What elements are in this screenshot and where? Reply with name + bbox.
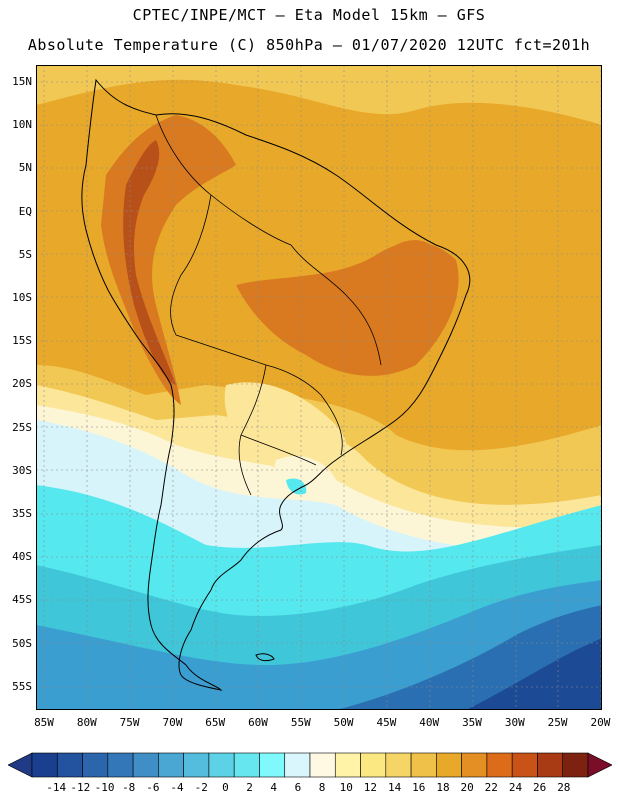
lat-label: 50S xyxy=(12,636,32,650)
field-pale-plata xyxy=(224,382,347,485)
country-borders xyxy=(155,114,382,496)
field-hottest-andes xyxy=(123,140,176,385)
colorbar-swatch xyxy=(309,752,336,778)
colorbar-tick-label: 16 xyxy=(412,781,426,794)
colorbar-over-arrow xyxy=(587,752,612,778)
graticule xyxy=(36,65,602,710)
colorbar-swatch xyxy=(284,752,311,778)
colorbar-tick-label: 10 xyxy=(339,781,353,794)
colorbar-swatch xyxy=(259,752,286,778)
colorbar-tick-label: -4 xyxy=(170,781,184,794)
lon-label: 45W xyxy=(376,716,397,729)
lat-label: 30S xyxy=(12,463,32,477)
lat-label: 5N xyxy=(18,161,32,175)
colorbar-tick-label: -10 xyxy=(94,781,115,794)
chart-title-line1: CPTEC/INPE/MCT – Eta Model 15km – GFS xyxy=(132,6,486,24)
falklands xyxy=(255,653,275,662)
colorbar-tick-label: 4 xyxy=(270,781,278,794)
colorbar-tick-label: 6 xyxy=(294,781,302,794)
lat-label: 15N xyxy=(12,75,32,88)
colorbar-tick-label: 18 xyxy=(436,781,450,794)
coastline-south-america xyxy=(81,78,471,691)
colorbar-tick-label: -8 xyxy=(122,781,136,794)
colorbar-swatch xyxy=(158,752,184,778)
colorbar-swatch xyxy=(410,752,437,778)
lon-label: 25W xyxy=(547,716,568,729)
field-mild-north xyxy=(36,65,602,125)
lat-label: 55S xyxy=(12,679,32,693)
colorbar xyxy=(8,752,612,778)
colorbar-tick-label: -6 xyxy=(146,781,160,794)
colorbar-tick-label: -12 xyxy=(70,781,91,794)
lon-label: 80W xyxy=(76,716,97,729)
lon-label: 20W xyxy=(590,716,611,729)
colorbar-swatch xyxy=(385,752,412,778)
colorbar-tick-label: 0 xyxy=(222,781,229,794)
colorbar-swatch xyxy=(486,752,513,778)
lon-label: 65W xyxy=(205,716,226,729)
colorbar-swatch xyxy=(183,752,210,778)
colorbar-swatch xyxy=(56,752,83,778)
colorbar-swatch xyxy=(233,752,260,778)
lat-label: 10S xyxy=(12,291,32,304)
colorbar-swatch xyxy=(31,752,58,778)
colorbar-under-arrow xyxy=(8,752,33,778)
colorbar-swatch xyxy=(562,752,589,778)
field-hot-ne xyxy=(394,240,446,292)
lon-label: 30W xyxy=(504,716,525,729)
colorbar-swatch xyxy=(360,752,387,778)
lon-label: 40W xyxy=(419,716,440,729)
colorbar-swatch xyxy=(537,752,564,778)
colorbar-swatch xyxy=(107,752,134,778)
lat-label: EQ xyxy=(18,204,32,218)
colorbar-swatch xyxy=(334,752,361,778)
lat-label: 20S xyxy=(12,377,32,391)
lat-label: 10N xyxy=(12,118,32,132)
lat-label: 15S xyxy=(12,334,32,348)
colorbar-tick-label: 12 xyxy=(363,781,378,794)
colorbar-tick-label: -2 xyxy=(194,781,208,794)
colorbar-swatch xyxy=(132,752,159,778)
lon-label: 60W xyxy=(248,716,268,729)
lon-label: 35W xyxy=(462,716,482,729)
lon-label: 75W xyxy=(119,716,140,729)
colorbar-tick-label: 22 xyxy=(484,781,498,794)
colorbar-swatch xyxy=(82,752,109,778)
colorbar-swatch xyxy=(461,752,488,778)
lon-label: 70W xyxy=(162,716,183,729)
temperature-map xyxy=(36,65,602,710)
lat-label: 35S xyxy=(12,507,32,520)
lat-label: 5S xyxy=(18,247,32,261)
map-frame xyxy=(36,65,602,710)
lat-label: 45S xyxy=(12,593,32,607)
field-blue3 xyxy=(466,638,602,710)
colorbar-tick-label: 2 xyxy=(246,781,253,794)
colorbar-tick-label: 28 xyxy=(557,781,571,794)
colorbar-tick-label: 20 xyxy=(460,781,474,794)
colorbar-swatch xyxy=(208,752,235,778)
colorbar-tick-label: 14 xyxy=(387,781,402,794)
chart-title-line2: Absolute Temperature (C) 850hPa – 01/07/… xyxy=(27,36,591,54)
colorbar-tick-label: 24 xyxy=(508,781,523,794)
colorbar-tick-label: 8 xyxy=(318,781,326,794)
colorbar-tick-label: 26 xyxy=(533,781,547,794)
lon-label: 55W xyxy=(290,716,311,729)
colorbar-tick-label: -14 xyxy=(46,781,67,794)
colorbar-swatch xyxy=(511,752,538,778)
lon-label: 50W xyxy=(333,716,354,729)
lat-label: 40S xyxy=(12,550,32,564)
lon-label: 85W xyxy=(34,716,54,729)
lat-label: 25S xyxy=(12,420,32,434)
colorbar-swatch xyxy=(436,752,462,778)
